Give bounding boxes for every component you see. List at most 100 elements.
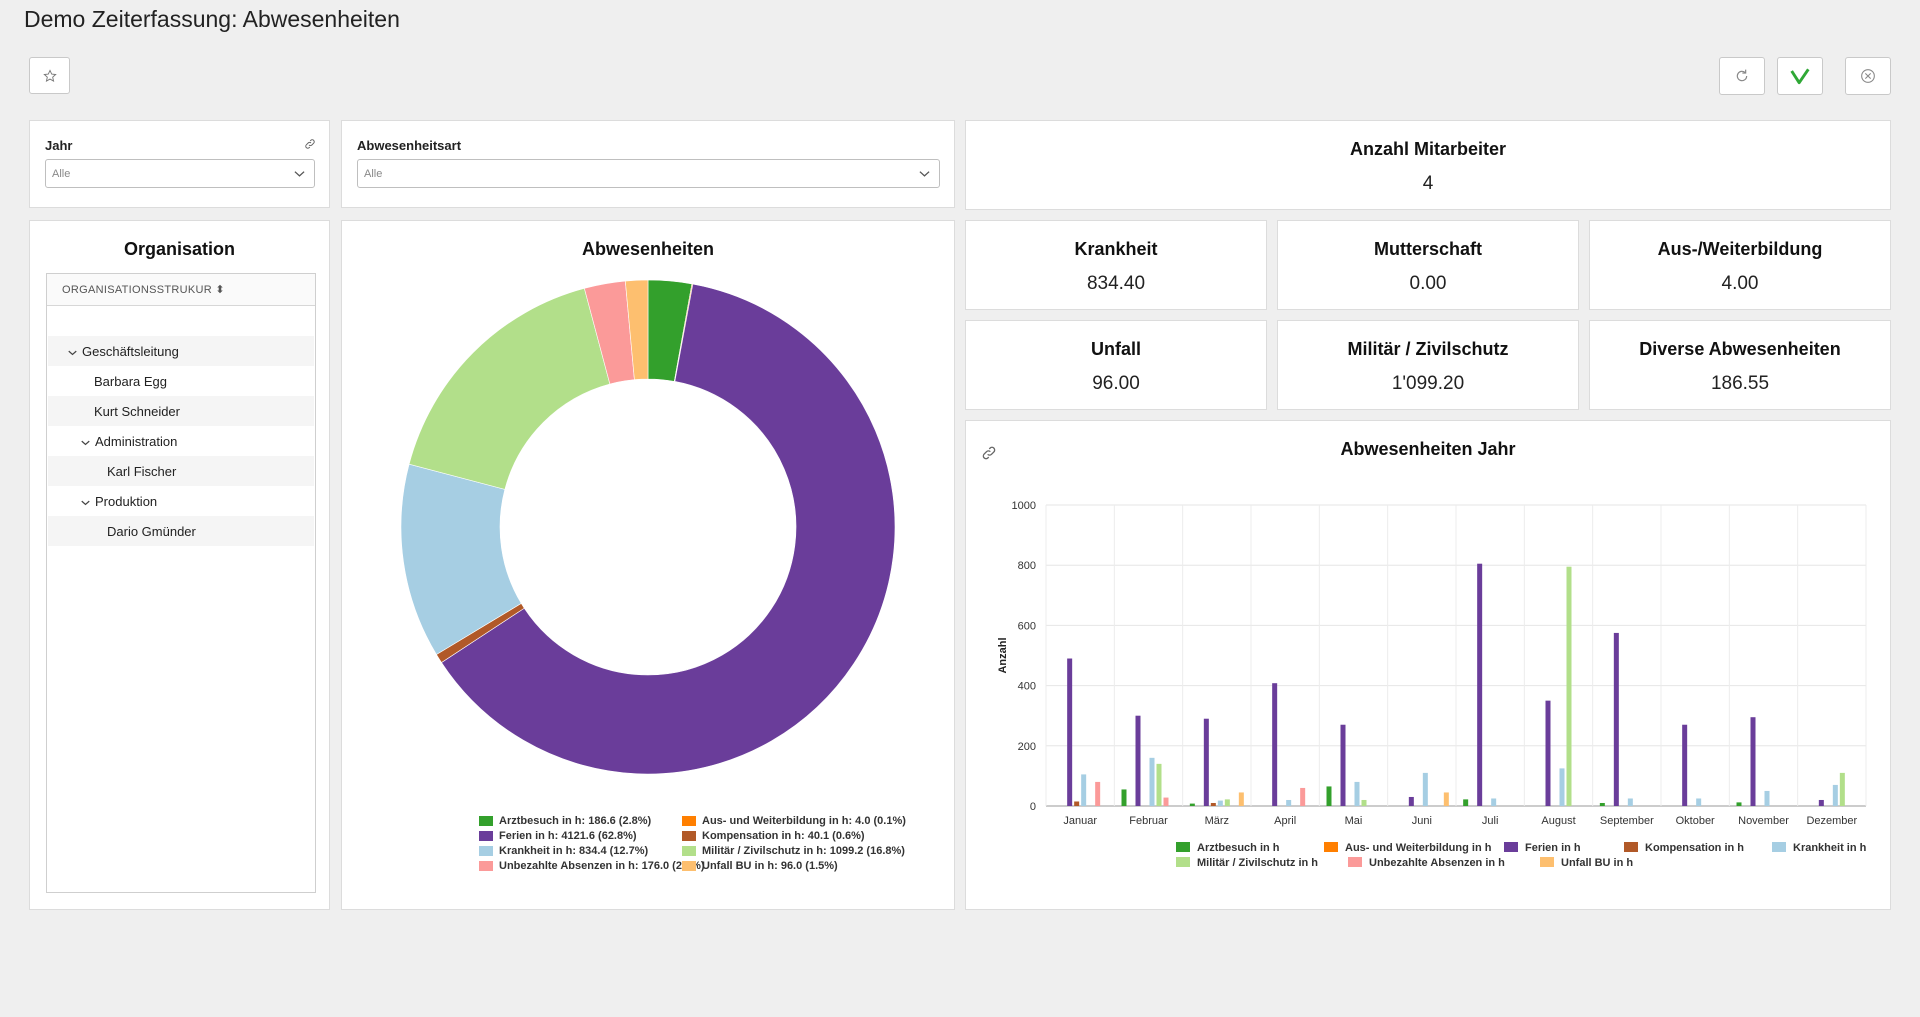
bar[interactable]	[1832, 784, 1838, 806]
chevron-down-icon[interactable]	[79, 434, 91, 449]
tree-item-karl-fischer[interactable]: Karl Fischer	[48, 456, 314, 486]
refresh-button[interactable]	[1719, 57, 1765, 95]
chevron-down-icon[interactable]	[66, 344, 78, 359]
bar[interactable]	[1599, 802, 1605, 806]
kpi-label: Diverse Abwesenheiten	[1639, 339, 1841, 359]
legend-swatch	[682, 816, 696, 826]
favorite-button[interactable]	[29, 57, 70, 94]
x-tick-label: Oktober	[1676, 815, 1715, 827]
bar[interactable]	[1422, 772, 1428, 806]
bar[interactable]	[1463, 799, 1469, 806]
legend-swatch	[682, 831, 696, 841]
chevron-down-icon[interactable]	[79, 494, 91, 509]
bar[interactable]	[1545, 700, 1551, 806]
bar-legend-item[interactable]: Arztbesuch in h	[1176, 842, 1280, 854]
legend-label: Ferien in h	[1525, 842, 1581, 854]
donut-legend-item[interactable]: Kompensation in h: 40.1 (0.6%)	[682, 830, 932, 842]
bar[interactable]	[1210, 802, 1216, 806]
bar[interactable]	[1121, 789, 1127, 806]
bar[interactable]	[1566, 566, 1572, 806]
bar[interactable]	[1189, 803, 1195, 806]
donut-legend-item[interactable]: Aus- und Weiterbildung in h: 4.0 (0.1%)	[682, 815, 932, 827]
x-tick-label: Mai	[1345, 815, 1363, 827]
donut-legend-item[interactable]: Unfall BU in h: 96.0 (1.5%)	[682, 860, 932, 872]
tree-item-geschaeftsleitung[interactable]: Geschäftsleitung	[48, 336, 314, 366]
kpi-card-weiterbildung: Aus-/Weiterbildung 4.00	[1589, 220, 1891, 310]
donut-legend-item[interactable]: Krankheit in h: 834.4 (12.7%)	[479, 845, 682, 857]
bar[interactable]	[1491, 798, 1497, 806]
bar[interactable]	[1764, 790, 1770, 806]
bar[interactable]	[1224, 799, 1230, 806]
year-select[interactable]: Alle	[45, 159, 315, 188]
organisation-column-header[interactable]: ORGANISATIONSSTRUKUR ⬍	[47, 274, 315, 306]
bar[interactable]	[1818, 799, 1824, 806]
bar[interactable]	[1354, 781, 1360, 806]
bar[interactable]	[1074, 801, 1080, 806]
donut-legend-item[interactable]: Arztbesuch in h: 186.6 (2.8%)	[479, 815, 682, 827]
kpi-card-unfall: Unfall 96.00	[965, 320, 1267, 410]
tree-item-barbara-egg[interactable]: Barbara Egg	[48, 366, 314, 396]
absence-type-select[interactable]: Alle	[357, 159, 940, 188]
bar[interactable]	[1839, 772, 1845, 806]
donut-slice[interactable]	[441, 283, 896, 775]
tree-item-label: Dario Gmünder	[107, 523, 196, 539]
bar[interactable]	[1326, 786, 1332, 806]
y-tick-label: 600	[1018, 620, 1036, 632]
chevron-down-icon	[294, 169, 305, 181]
bar[interactable]	[1135, 715, 1141, 806]
bar-legend-item[interactable]: Unbezahlte Absenzen in h	[1348, 857, 1505, 869]
absence-type-filter-label: Abwesenheitsart	[357, 138, 462, 153]
bar[interactable]	[1067, 658, 1073, 806]
close-button[interactable]	[1845, 57, 1891, 95]
tree-item-label: Administration	[95, 433, 178, 449]
legend-label: Krankheit in h: 834.4 (12.7%)	[499, 845, 649, 857]
bar-legend-item[interactable]: Ferien in h	[1504, 842, 1581, 854]
tree-item-administration[interactable]: Administration	[48, 426, 314, 456]
link-icon[interactable]	[304, 137, 316, 155]
bar[interactable]	[1408, 796, 1414, 806]
bar[interactable]	[1361, 799, 1367, 806]
donut-legend-item[interactable]: Militär / Zivilschutz in h: 1099.2 (16.8…	[682, 845, 932, 857]
bar[interactable]	[1286, 799, 1292, 806]
link-icon[interactable]	[981, 445, 997, 466]
bar[interactable]	[1340, 724, 1346, 806]
bar[interactable]	[1443, 792, 1449, 806]
year-filter-card: Jahr Alle	[29, 120, 330, 208]
bar[interactable]	[1217, 800, 1223, 806]
absences-donut-card: Abwesenheiten Arztbesuch in h: 186.6 (2.…	[341, 220, 955, 910]
bar-legend-item[interactable]: Kompensation in h	[1624, 842, 1744, 854]
bar[interactable]	[1238, 792, 1244, 806]
bar-legend-item[interactable]: Militär / Zivilschutz in h	[1176, 857, 1318, 869]
legend-label: Krankheit in h	[1793, 842, 1867, 854]
confirm-button[interactable]	[1777, 57, 1823, 95]
bar[interactable]	[1477, 563, 1483, 806]
organisation-title: Organisation	[123, 239, 235, 259]
bar[interactable]	[1163, 797, 1169, 806]
bar[interactable]	[1095, 781, 1101, 806]
donut-slice[interactable]	[408, 287, 611, 490]
tree-item-kurt-schneider[interactable]: Kurt Schneider	[48, 396, 314, 426]
bar[interactable]	[1750, 717, 1756, 806]
x-tick-label: März	[1205, 815, 1229, 827]
bar[interactable]	[1682, 724, 1688, 806]
bar[interactable]	[1081, 774, 1087, 806]
bar[interactable]	[1272, 683, 1278, 806]
bar[interactable]	[1613, 632, 1619, 806]
bar[interactable]	[1696, 798, 1702, 806]
bar[interactable]	[1149, 757, 1155, 806]
bar[interactable]	[1300, 787, 1306, 806]
y-tick-label: 1000	[1012, 500, 1036, 512]
donut-legend-item[interactable]: Ferien in h: 4121.6 (62.8%)	[479, 830, 682, 842]
bar[interactable]	[1627, 798, 1633, 806]
bar[interactable]	[1156, 763, 1162, 806]
bar[interactable]	[1203, 718, 1209, 806]
bar[interactable]	[1559, 768, 1565, 806]
tree-item-produktion[interactable]: Produktion	[48, 486, 314, 516]
bar-legend-item[interactable]: Krankheit in h	[1772, 842, 1867, 854]
tree-item-dario-gmuender[interactable]: Dario Gmünder	[48, 516, 314, 546]
bar-legend-item[interactable]: Aus- und Weiterbildung in h	[1324, 842, 1492, 854]
bar[interactable]	[1736, 802, 1742, 806]
donut-slice[interactable]	[624, 279, 649, 380]
bar-legend-item[interactable]: Unfall BU in h	[1540, 857, 1633, 869]
donut-legend-item[interactable]: Unbezahlte Absenzen in h: 176.0 (2.7%)	[479, 860, 705, 872]
